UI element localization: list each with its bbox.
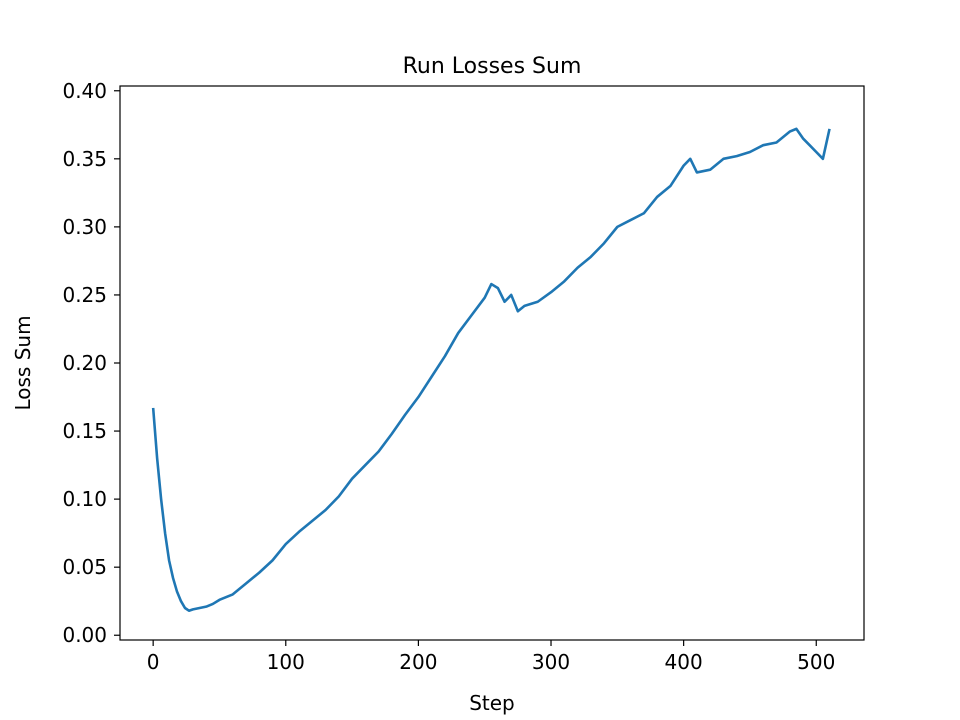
y-tick-label: 0.25 <box>62 283 107 307</box>
y-tick-label: 0.00 <box>62 623 107 647</box>
y-tick-label: 0.15 <box>62 419 107 443</box>
x-tick-label: 100 <box>267 650 305 674</box>
x-tick-label: 0 <box>147 650 160 674</box>
x-tick-label: 400 <box>665 650 703 674</box>
y-tick-label: 0.10 <box>62 487 107 511</box>
y-axis-label: Loss Sum <box>11 315 35 410</box>
y-tick-label: 0.20 <box>62 351 107 375</box>
x-tick-label: 500 <box>797 650 835 674</box>
y-tick-label: 0.40 <box>62 79 107 103</box>
x-axis-label: Step <box>469 691 515 715</box>
y-tick-label: 0.05 <box>62 555 107 579</box>
y-tick-label: 0.30 <box>62 215 107 239</box>
chart-title: Run Losses Sum <box>403 54 582 79</box>
y-tick-label: 0.35 <box>62 147 107 171</box>
x-tick-label: 300 <box>532 650 570 674</box>
x-tick-label: 200 <box>399 650 437 674</box>
